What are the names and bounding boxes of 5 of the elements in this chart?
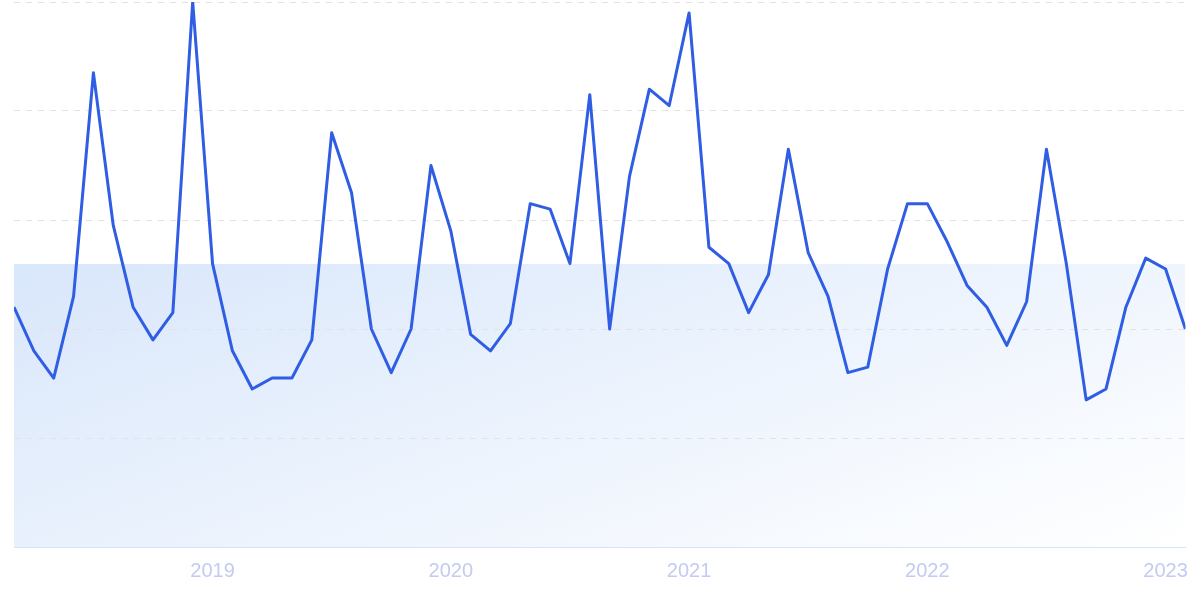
x-tick-label: 2021: [666, 558, 712, 581]
x-tick-label: 2023: [1143, 558, 1188, 581]
x-tick-label: 2020: [428, 558, 474, 581]
x-tick-label: 2019: [190, 558, 235, 581]
x-tick-label: 2022: [905, 558, 950, 581]
